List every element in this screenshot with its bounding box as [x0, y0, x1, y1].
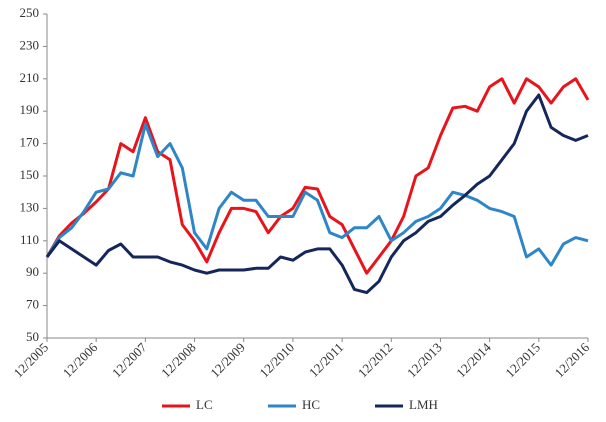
y-tick-label: 170: [20, 135, 40, 150]
y-tick-label: 70: [26, 297, 39, 312]
y-tick-label: 250: [20, 5, 40, 20]
y-tick-label: 50: [26, 329, 39, 344]
x-tick-label: 12/2012: [355, 340, 396, 381]
x-tick-label: 12/2006: [60, 339, 101, 380]
line-series: [45, 93, 589, 295]
y-tick-label: 130: [20, 199, 40, 214]
legend-label: LMH: [409, 397, 438, 412]
y-tick-label: 210: [20, 70, 40, 85]
y-tick-label: 90: [26, 264, 39, 279]
line-series: [45, 122, 589, 267]
x-tick-label: 12/2011: [306, 340, 346, 380]
x-tick-label: 12/2013: [404, 340, 445, 381]
y-tick-label: 150: [20, 167, 40, 182]
legend-label: HC: [302, 397, 320, 412]
x-tick-label: 12/2014: [453, 339, 494, 380]
x-tick-label: 12/2005: [10, 340, 51, 381]
x-tick-label: 12/2016: [551, 339, 592, 380]
x-tick-label: 12/2015: [502, 340, 543, 381]
x-tick-label: 12/2010: [256, 340, 297, 381]
x-tick-label: 12/2008: [158, 340, 199, 381]
legend-label: LC: [196, 397, 213, 412]
y-tick-label: 110: [20, 232, 39, 247]
x-tick-label: 12/2007: [109, 339, 150, 380]
line-series: [45, 77, 590, 275]
x-tick-label: 12/2009: [207, 340, 248, 381]
y-tick-label: 230: [20, 37, 40, 52]
y-tick-label: 190: [20, 102, 40, 117]
